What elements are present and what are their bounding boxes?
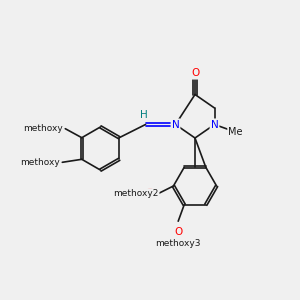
Text: O: O [52,124,60,134]
Text: O: O [191,68,199,79]
Text: Me: Me [228,127,243,137]
Text: methoxy2: methoxy2 [113,189,159,198]
Text: O: O [49,157,57,167]
Text: N: N [211,119,218,130]
Text: methoxy: methoxy [23,124,63,133]
Text: N: N [172,119,179,130]
Text: methoxy: methoxy [20,158,60,167]
Text: O: O [145,188,154,199]
Text: H: H [140,110,148,120]
Text: methoxy3: methoxy3 [155,239,201,248]
Text: O: O [174,227,182,237]
